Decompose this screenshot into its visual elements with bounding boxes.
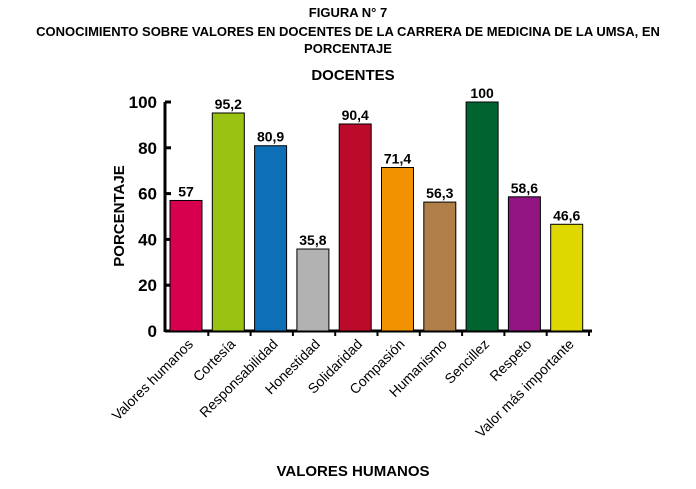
bar <box>507 196 541 332</box>
data-label: 58,6 <box>511 180 538 196</box>
figure-label: FIGURA N° 7 <box>309 5 387 20</box>
data-label: 95,2 <box>215 96 242 112</box>
data-label: 35,8 <box>299 232 326 248</box>
data-label: 71,4 <box>384 150 411 166</box>
chart-title-line1: CONOCIMIENTO SOBRE VALORES EN DOCENTES D… <box>36 24 660 39</box>
data-label: 100 <box>470 85 494 101</box>
data-label: 46,6 <box>553 207 580 223</box>
x-tick-label: Responsabilidad <box>196 336 281 421</box>
x-axis-label: VALORES HUMANOS <box>276 463 429 480</box>
y-tick-label: 100 <box>129 93 157 112</box>
bar <box>211 112 245 332</box>
y-tick-label: 40 <box>138 230 157 249</box>
bar <box>423 201 457 332</box>
y-tick-label: 20 <box>138 276 157 295</box>
y-tick-label: 80 <box>138 139 157 158</box>
x-tick-label: Valores humanos <box>108 336 196 424</box>
bar <box>465 101 499 332</box>
bar <box>254 145 288 332</box>
bar <box>296 248 330 332</box>
y-tick-label: 0 <box>148 322 157 341</box>
chart-title-line2: PORCENTAJE <box>304 41 392 56</box>
data-label: 90,4 <box>342 107 369 123</box>
bar <box>169 199 203 332</box>
data-label: 56,3 <box>426 185 453 201</box>
bar <box>338 123 372 332</box>
bar <box>550 223 584 332</box>
data-label: 57 <box>178 183 194 199</box>
chart-subtitle: DOCENTES <box>311 67 394 84</box>
y-axis-label: PORCENTAJE <box>111 165 128 266</box>
data-label: 80,9 <box>257 129 284 145</box>
x-tick-label: Sencillez <box>441 336 492 387</box>
bar <box>381 166 414 332</box>
y-tick-label: 60 <box>138 185 157 204</box>
